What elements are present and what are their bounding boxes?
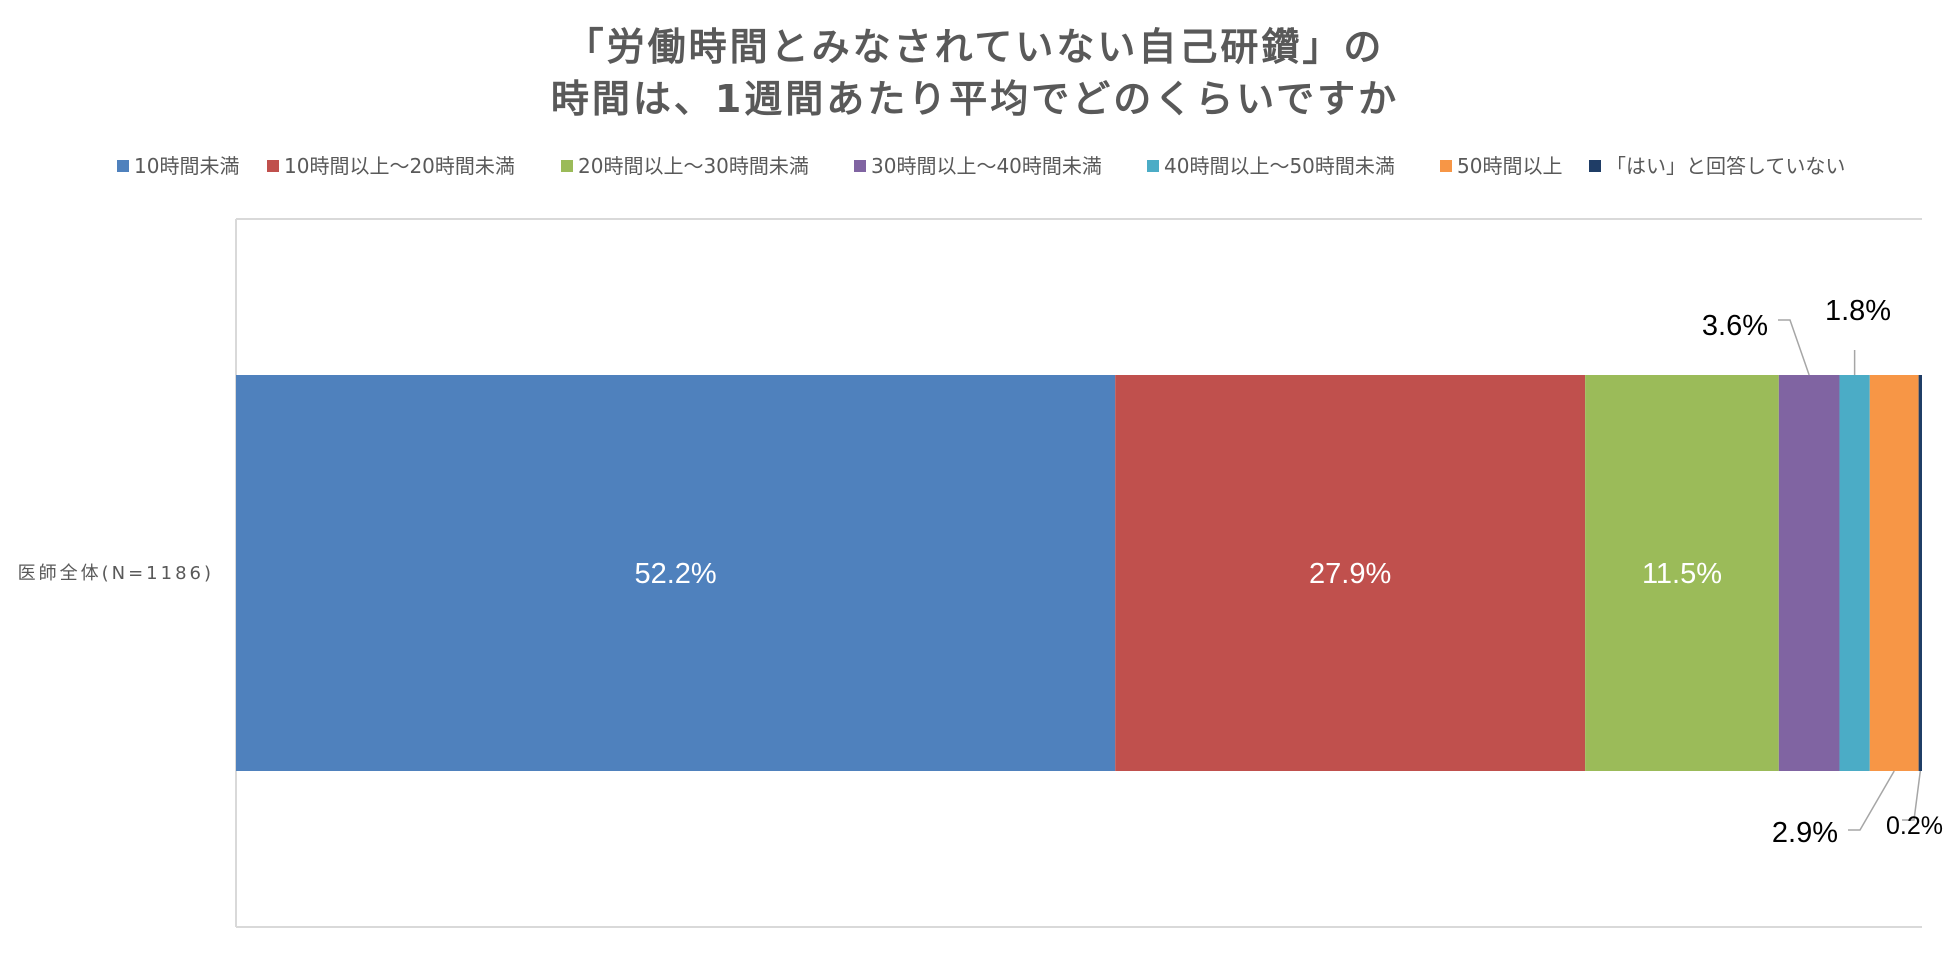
leader-line: [1778, 319, 1810, 376]
bar-segment: [1115, 375, 1586, 771]
legend: 10時間未満 10時間以上～20時間未満 20時間以上～30時間未満 30時間以上～4…: [117, 154, 1845, 178]
bar-segments: [236, 375, 1922, 771]
data-labels: 52.2% 27.9% 11.5% 3.6% 1.8% 2.9% 0.2%: [634, 295, 1943, 849]
data-label: 1.8%: [1825, 295, 1891, 327]
bar-segment: [1869, 375, 1919, 771]
legend-label: 50時間以上: [1457, 154, 1562, 178]
data-label: 2.9%: [1772, 817, 1838, 849]
legend-swatch: [1589, 160, 1601, 172]
legend-swatch: [1147, 160, 1159, 172]
legend-swatch: [561, 160, 573, 172]
bar-segment: [1918, 375, 1922, 771]
legend-label: 30時間以上～40時間未満: [871, 154, 1102, 178]
legend-swatch: [267, 160, 279, 172]
legend-swatch: [854, 160, 866, 172]
legend-label: 10時間以上～20時間未満: [284, 154, 515, 178]
bar-segment: [1839, 375, 1870, 771]
legend-swatch: [117, 160, 129, 172]
legend-label: 「はい」と回答していない: [1606, 154, 1845, 178]
chart-title-line-2: 時間は、1週間あたり平均でどのくらいですか: [551, 77, 1399, 121]
chart-title-line-1: 「労働時間とみなされていない自己研鑽」の: [566, 25, 1385, 69]
data-label: 3.6%: [1702, 310, 1768, 342]
leader-line: [1848, 770, 1895, 831]
legend-label: 10時間未満: [134, 154, 239, 178]
data-label: 27.9%: [1309, 558, 1391, 590]
category-label: 医師全体(N=1186): [18, 563, 214, 584]
bar-segment: [1585, 375, 1779, 771]
data-label: 52.2%: [634, 558, 716, 590]
legend-label: 40時間以上～50時間未満: [1164, 154, 1395, 178]
data-label: 11.5%: [1642, 558, 1722, 590]
legend-label: 20時間以上～30時間未満: [578, 154, 809, 178]
bar-segment: [1778, 375, 1840, 771]
leader-line: [1902, 770, 1922, 821]
bar-segment: [236, 375, 1116, 771]
legend-swatch: [1440, 160, 1452, 172]
data-label: 0.2%: [1886, 812, 1943, 840]
leader-lines: [1778, 319, 1922, 831]
